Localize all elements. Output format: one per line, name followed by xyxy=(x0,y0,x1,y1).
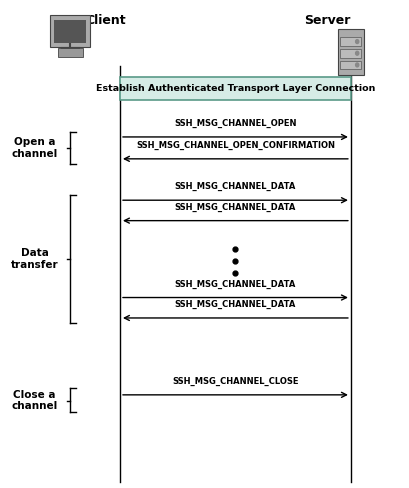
Text: SSH_MSG_CHANNEL_OPEN_CONFIRMATION: SSH_MSG_CHANNEL_OPEN_CONFIRMATION xyxy=(136,141,335,150)
Text: Open a
channel: Open a channel xyxy=(11,137,58,159)
Text: SSH_MSG_CHANNEL_DATA: SSH_MSG_CHANNEL_DATA xyxy=(175,280,296,289)
Text: SSH_MSG_CHANNEL_DATA: SSH_MSG_CHANNEL_DATA xyxy=(175,183,296,191)
FancyBboxPatch shape xyxy=(338,29,364,75)
FancyBboxPatch shape xyxy=(340,37,361,46)
Text: Establish Authenticated Transport Layer Connection: Establish Authenticated Transport Layer … xyxy=(96,84,375,93)
Text: SSH_MSG_CHANNEL_CLOSE: SSH_MSG_CHANNEL_CLOSE xyxy=(172,377,299,386)
FancyBboxPatch shape xyxy=(340,61,361,69)
FancyBboxPatch shape xyxy=(54,20,86,42)
FancyBboxPatch shape xyxy=(340,49,361,58)
Text: SSH_MSG_CHANNEL_DATA: SSH_MSG_CHANNEL_DATA xyxy=(175,300,296,309)
Circle shape xyxy=(355,51,359,55)
FancyBboxPatch shape xyxy=(58,48,83,57)
Text: Close a
channel: Close a channel xyxy=(11,390,58,411)
Text: Client: Client xyxy=(86,14,126,27)
Text: SSH_MSG_CHANNEL_DATA: SSH_MSG_CHANNEL_DATA xyxy=(175,203,296,212)
FancyBboxPatch shape xyxy=(50,15,90,47)
Text: Data
transfer: Data transfer xyxy=(11,248,58,270)
FancyBboxPatch shape xyxy=(120,77,351,101)
Text: Server: Server xyxy=(304,14,350,27)
Circle shape xyxy=(355,40,359,43)
Text: SSH_MSG_CHANNEL_OPEN: SSH_MSG_CHANNEL_OPEN xyxy=(174,119,297,128)
Circle shape xyxy=(355,63,359,67)
